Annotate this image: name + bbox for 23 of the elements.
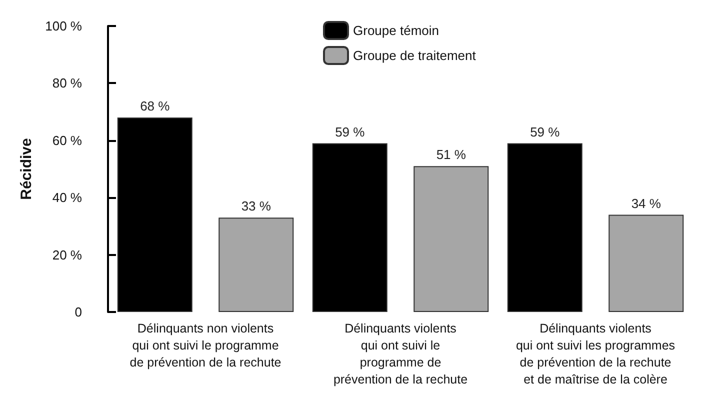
legend-label: Groupe témoin: [353, 23, 439, 38]
y-tick-label: 100 %: [45, 18, 82, 34]
y-tick-label: 60 %: [52, 132, 82, 148]
y-tick-label: 0: [74, 304, 82, 320]
legend-label: Groupe de traitement: [353, 48, 476, 63]
data-label: 33 %: [241, 198, 272, 214]
x-tick-label: Délinquants violents qui ont suivi les programmes de prévention de la rechute et de maîtrise de la colère: [516, 322, 676, 386]
y-tick-label: 80 %: [52, 76, 82, 91]
x-tick-label: Délinquants non violents qui ont suivi le programme de prévention de la rechute: [130, 322, 282, 370]
data-label: 51 %: [436, 147, 466, 162]
data-label: 34 %: [631, 196, 662, 211]
bar: [218, 218, 294, 312]
y-tick-label: 20 %: [52, 247, 82, 262]
data-label: 68 %: [140, 98, 170, 114]
y-tick-label: 40 %: [52, 190, 82, 206]
y-axis-title: Récidive: [18, 138, 36, 200]
bar: [312, 143, 388, 312]
bar: [608, 214, 684, 312]
bar: [414, 166, 489, 312]
x-tick-label: Délinquants violents qui ont suivi le programme de prévention de la rechute: [333, 322, 468, 386]
data-label: 59 %: [530, 124, 560, 140]
data-label: 59 %: [335, 124, 366, 140]
bar: [507, 143, 582, 312]
